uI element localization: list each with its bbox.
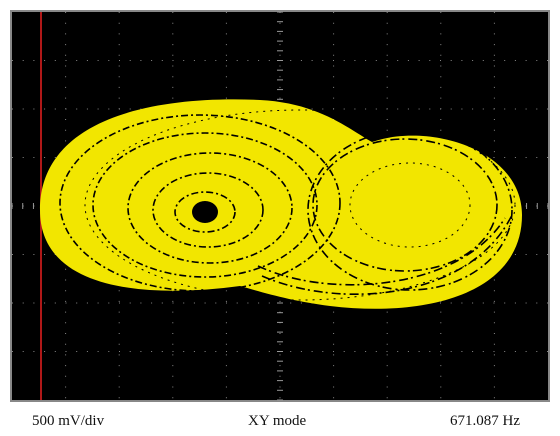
page: 500 mV/div XY mode 671.087 Hz (() => { c…: [0, 0, 560, 436]
scope-screen: [0, 0, 560, 408]
volts-per-div: 500 mV/div: [32, 413, 104, 430]
scroll-center: [192, 201, 218, 223]
display-mode: XY mode: [248, 413, 306, 430]
frequency-readout: 671.087 Hz: [450, 413, 520, 430]
